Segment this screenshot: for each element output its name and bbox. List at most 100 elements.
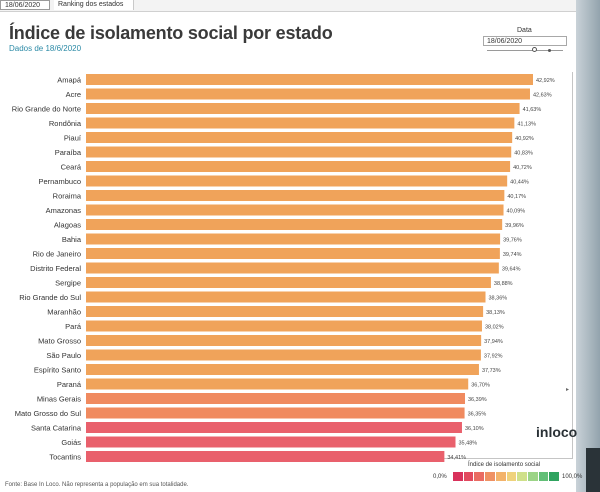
page-title: Índice de isolamento social por estado [9,23,333,43]
value-label: 37,92% [484,354,503,360]
legend-swatch [474,472,485,481]
value-label: 38,13% [486,310,505,316]
inloco-logo: inloco [536,424,578,440]
legend-min-label: 0,0% [433,474,447,480]
date-filter-input[interactable]: 18/06/2020 [483,36,567,46]
category-label: Rio de Janeiro [33,250,81,259]
value-label: 40,17% [507,194,526,200]
category-label: Paraná [57,380,82,389]
category-label: Pará [65,322,82,331]
value-label: 36,10% [465,426,484,432]
value-label: 42,92% [536,78,555,84]
category-label: Rio Grande do Norte [12,105,81,114]
bar[interactable] [86,204,504,216]
bar[interactable] [86,233,501,245]
legend-color-ramp [453,472,560,481]
legend-swatch [538,472,549,481]
date-slider-step-marker[interactable] [548,49,551,52]
bar[interactable] [86,146,512,158]
value-label: 38,36% [489,296,508,302]
value-label: 36,39% [468,397,487,403]
bar[interactable] [86,219,503,230]
category-label: Roraima [53,192,82,201]
bar[interactable] [86,132,513,143]
category-label: Santa Catarina [31,424,82,433]
bar[interactable] [86,306,484,317]
bar[interactable] [86,103,520,114]
category-label: Tocantins [49,453,81,462]
category-label: Sergipe [55,279,81,288]
ranking-tab[interactable]: Ranking dos estados [54,0,134,10]
value-label: 36,35% [468,412,487,418]
bar[interactable] [86,175,508,187]
value-label: 39,64% [502,267,521,273]
bar[interactable] [86,248,500,259]
legend-swatch [527,472,538,481]
category-label: Espírito Santo [34,366,81,375]
legend-swatch [485,472,495,481]
category-label: Amapá [57,76,82,85]
bar[interactable] [86,277,491,288]
legend-swatch [549,472,560,481]
value-label: 41,63% [523,107,542,113]
value-label: 38,88% [494,281,513,287]
value-label: 42,63% [533,93,552,99]
category-label: Paraíba [55,148,82,157]
category-label: Mato Grosso do Sul [15,409,82,418]
category-label: Bahia [62,235,82,244]
bar[interactable] [86,393,465,404]
date-slider-handle[interactable] [532,47,537,52]
sheet-tab-bar: 18/06/2020 Ranking dos estados [0,0,600,12]
bar[interactable] [86,88,530,100]
value-label: 35,48% [459,441,478,447]
category-label: Amazonas [46,206,82,215]
bar[interactable] [86,364,479,375]
legend-swatch [463,472,474,481]
legend-swatch [453,472,463,481]
bar[interactable] [86,291,486,303]
category-label: Mato Grosso [38,337,81,346]
date-slider-track[interactable] [487,50,563,51]
window-edge [576,0,600,492]
value-label: 40,72% [513,165,532,171]
bar[interactable] [86,349,481,361]
value-label: 38,02% [485,325,504,331]
bar[interactable] [86,378,469,390]
legend-swatch [495,472,506,481]
category-label: Acre [66,90,81,99]
category-label: Maranhão [47,308,81,317]
bar[interactable] [86,74,533,85]
bar[interactable] [86,422,462,433]
expand-arrow-icon[interactable]: ▸ [566,387,570,393]
bar[interactable] [86,320,482,332]
legend-max-label: 100,0% [562,474,583,480]
value-label: 37,73% [482,368,501,374]
date-filter-label: Data [517,27,532,34]
bar[interactable] [86,436,456,448]
bar[interactable] [86,407,465,419]
value-label: 40,83% [514,151,533,157]
bar[interactable] [86,190,505,201]
bar[interactable] [86,335,482,346]
value-label: 39,76% [503,238,522,244]
legend-swatch [506,472,517,481]
value-label: 39,74% [503,252,522,258]
value-label: 37,94% [484,339,503,345]
window-edge-dark [586,448,600,492]
bar[interactable] [86,262,499,274]
legend-swatch [517,472,527,481]
category-label: Distrito Federal [30,264,81,273]
category-label: São Paulo [46,351,81,360]
bar[interactable] [86,117,515,129]
value-label: 40,92% [515,136,534,142]
date-tab[interactable]: 18/06/2020 [0,0,50,10]
page-subtitle: Dados de 18/6/2020 [9,44,82,53]
value-label: 34,41% [447,455,466,461]
value-label: 40,09% [507,209,526,215]
source-footnote: Fonte: Base In Loco. Não representa a po… [5,482,189,488]
category-label: Goiás [61,438,81,447]
bar[interactable] [86,161,511,172]
category-label: Alagoas [54,221,81,230]
bar[interactable] [86,451,445,462]
